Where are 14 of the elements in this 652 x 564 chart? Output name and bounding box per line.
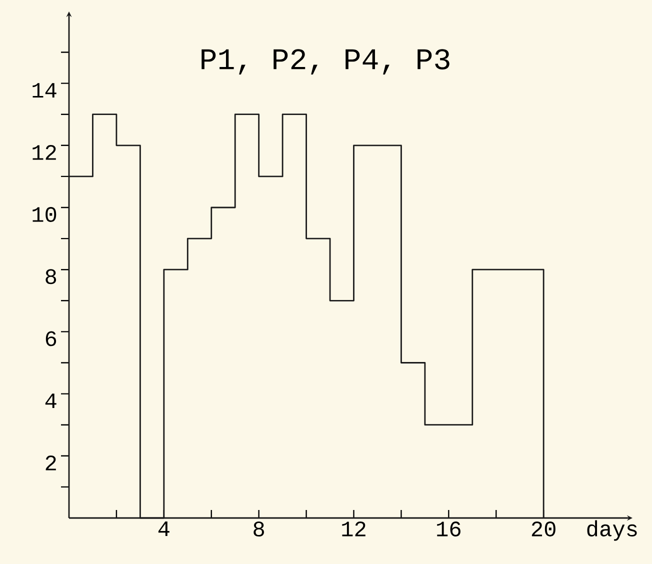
y-tick-label: 6	[46, 331, 56, 346]
y-tick-label: 12	[32, 145, 56, 160]
x-tick-label: 20	[532, 522, 556, 536]
x-tick-label: 12	[342, 522, 366, 536]
y-tick-label: 14	[32, 83, 56, 98]
x-tick-label: 4	[158, 522, 170, 536]
y-tick-label: 10	[32, 207, 56, 222]
y-tick-label: 8	[46, 269, 56, 284]
x-tick-label: 8	[254, 522, 264, 536]
y-tick-label: 2	[46, 456, 56, 470]
y-tick-label: 4	[45, 394, 56, 408]
text: P1, P2, P4, P3	[202, 49, 450, 74]
x-axis-title: days	[587, 520, 637, 541]
x-tick-label: 16	[437, 522, 460, 536]
